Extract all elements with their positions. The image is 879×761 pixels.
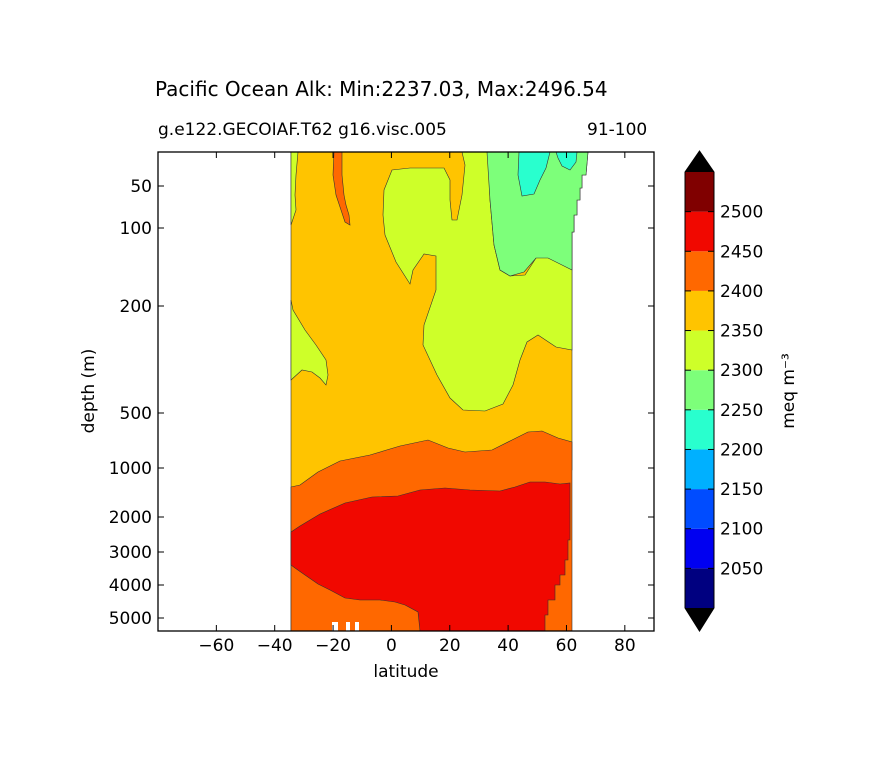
colorbar-tick-label: 2350 [720, 322, 763, 342]
colorbar-segment [685, 172, 714, 212]
y-tick-label: 1000 [109, 459, 152, 479]
x-tick-label: 20 [439, 636, 461, 656]
colorbar-segment [685, 409, 714, 450]
colorbar-segment [685, 251, 714, 291]
ocean-floor-boundary [332, 622, 359, 631]
colorbar-segment [685, 370, 714, 410]
x-axis: −60 −40 −20 0 20 40 60 80 [198, 152, 636, 656]
colorbar-tick-label: 2250 [720, 401, 763, 421]
contour-region-2200-2250 [517, 151, 551, 197]
colorbar-tick-label: 2500 [720, 203, 763, 223]
x-tick-label: 0 [386, 636, 397, 656]
chart-subtitle-right: 91-100 [587, 120, 648, 140]
colorbar-tick-label: 2300 [720, 361, 763, 381]
x-tick-label: −40 [257, 636, 293, 656]
x-tick-label: −60 [198, 636, 234, 656]
y-tick-label: 4000 [109, 576, 152, 596]
colorbar-extend-top [685, 151, 714, 172]
y-tick-label: 50 [130, 177, 152, 197]
colorbar: 2050 2100 2150 2200 2250 2300 2350 2400 2450 2500 [684, 150, 763, 632]
colorbar-label: meq m⁻³ [779, 353, 799, 429]
y-tick-label: 200 [120, 297, 152, 317]
y-axis: 50 100 200 500 1000 2000 3000 4000 5000 [109, 177, 654, 629]
x-tick-label: −20 [315, 636, 351, 656]
contour-region-2300-2350 [290, 299, 329, 386]
x-tick-label: 80 [614, 636, 636, 656]
colorbar-segment [685, 290, 714, 331]
colorbar-segment [685, 568, 714, 608]
colorbar-tick-label: 2200 [720, 440, 763, 460]
colorbar-tick-label: 2100 [720, 520, 763, 540]
contour-region-2250-2300 [486, 151, 589, 277]
x-tick-label: 60 [556, 636, 578, 656]
colorbar-segment [685, 489, 714, 529]
colorbar-extend-bottom [685, 608, 714, 631]
y-tick-label: 5000 [109, 609, 152, 629]
y-tick-label: 100 [120, 219, 152, 239]
y-tick-label: 2000 [109, 508, 152, 528]
contour-region-2450-2500 [290, 481, 571, 632]
y-axis-label: depth (m) [79, 349, 99, 434]
contour-region-2400-2450 [332, 151, 351, 226]
chart-subtitle-left: g.e122.GECOIAF.T62 g16.visc.005 [158, 120, 447, 140]
plot-area [157, 151, 655, 632]
x-tick-label: 40 [497, 636, 519, 656]
x-axis-label: latitude [373, 662, 438, 682]
colorbar-tick-label: 2400 [720, 282, 763, 302]
colorbar-frame [684, 150, 715, 632]
colorbar-tick-label: 2150 [720, 480, 763, 500]
colorbar-segment [685, 449, 714, 490]
colorbar-segment [685, 211, 714, 252]
colorbar-segment [685, 330, 714, 371]
plot-frame [157, 151, 655, 632]
y-tick-label: 500 [120, 404, 152, 424]
colorbar-tick-label: 2050 [720, 559, 763, 579]
chart-title: Pacific Ocean Alk: Min:2237.03, Max:2496… [155, 77, 608, 101]
colorbar-segment [685, 528, 714, 569]
colorbar-tick-label: 2450 [720, 242, 763, 262]
y-tick-label: 3000 [109, 543, 152, 563]
